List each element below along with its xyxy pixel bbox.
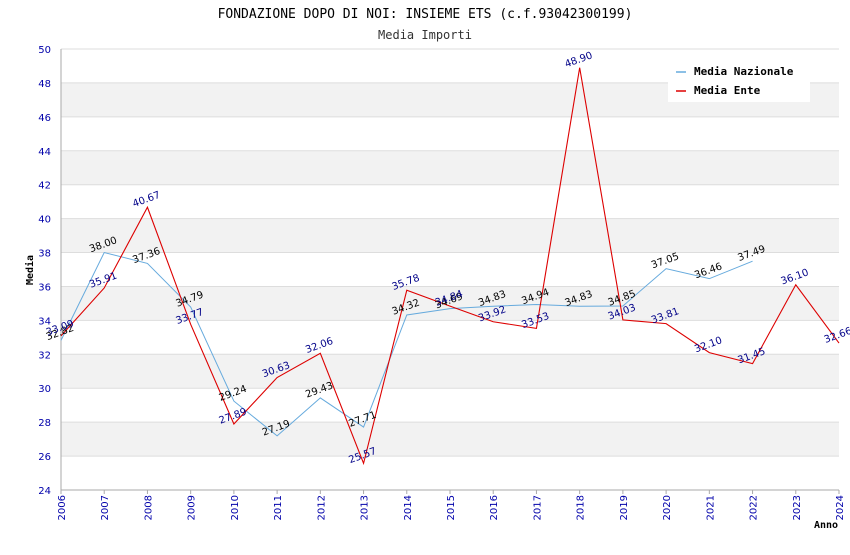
y-tick-label: 50 [38, 45, 51, 56]
x-tick-label: 2022 [749, 495, 760, 520]
x-tick-label: 2012 [316, 495, 327, 520]
y-tick-label: 48 [38, 79, 51, 90]
y-tick-label: 46 [38, 113, 51, 124]
x-tick-label: 2007 [100, 495, 111, 520]
data-label-media-ente: 32.66 [823, 326, 850, 346]
x-tick-label: 2019 [619, 495, 630, 520]
x-tick-label: 2017 [532, 495, 543, 520]
data-label-media-ente: 48.90 [563, 50, 594, 70]
series-line-media-nazionale [60, 251, 753, 437]
legend: Media Nazionale Media Ente [668, 60, 810, 102]
background-band [61, 218, 839, 253]
background-band [61, 286, 839, 321]
chart-subtitle: Media Importi [378, 28, 472, 42]
legend-label-media-ente: Media Ente [694, 84, 761, 97]
x-tick-label: 2008 [143, 495, 154, 520]
axes [60, 49, 840, 494]
x-tick-labels: 2006 2007 2008 2009 2010 2011 2012 2013 2014 2015… [57, 495, 846, 520]
x-tick-label: 2018 [576, 495, 587, 520]
y-tick-label: 30 [38, 384, 51, 395]
y-tick-label: 28 [38, 418, 51, 429]
x-tick-label: 2006 [57, 495, 68, 520]
x-tick-label: 2023 [792, 495, 803, 520]
background-band [61, 422, 839, 457]
y-tick-labels: 24 26 28 30 32 34 36 38 40 42 44 46 48 50 [38, 45, 51, 497]
legend-box [668, 60, 810, 102]
background-band [61, 354, 839, 389]
y-tick-label: 32 [38, 350, 51, 361]
x-tick-label: 2016 [489, 495, 500, 520]
legend-label-media-nazionale: Media Nazionale [694, 65, 794, 78]
x-tick-label: 2011 [273, 495, 284, 520]
x-tick-label: 2021 [705, 495, 716, 520]
background-band [61, 150, 839, 185]
y-tick-label: 24 [38, 486, 51, 497]
x-axis-label: Anno [814, 520, 838, 531]
data-label-media-ente: 36.10 [780, 267, 811, 287]
x-tick-label: 2014 [403, 495, 414, 520]
x-tick-label: 2013 [360, 495, 371, 520]
x-tick-label: 2024 [835, 495, 846, 520]
y-tick-label: 42 [38, 181, 51, 192]
y-tick-label: 44 [38, 147, 51, 158]
y-tick-label: 26 [38, 452, 51, 463]
x-tick-label: 2015 [446, 495, 457, 520]
y-tick-label: 40 [38, 215, 51, 226]
x-tick-label: 2010 [230, 495, 241, 520]
y-tick-label: 36 [38, 282, 51, 293]
y-tick-label: 34 [38, 316, 51, 327]
chart-title: FONDAZIONE DOPO DI NOI: INSIEME ETS (c.f… [218, 7, 633, 22]
y-axis-label: Media [24, 255, 36, 285]
y-tick-label: 38 [38, 249, 51, 260]
data-label-media-ente: 32.06 [304, 336, 335, 356]
x-tick-label: 2009 [187, 495, 198, 520]
data-label-media-ente: 40.67 [131, 190, 162, 210]
series-line-media-ente [60, 67, 840, 466]
series-lines [60, 67, 840, 466]
x-tick-label: 2020 [662, 495, 673, 520]
data-label-media-nazionale: 37.05 [650, 251, 681, 271]
